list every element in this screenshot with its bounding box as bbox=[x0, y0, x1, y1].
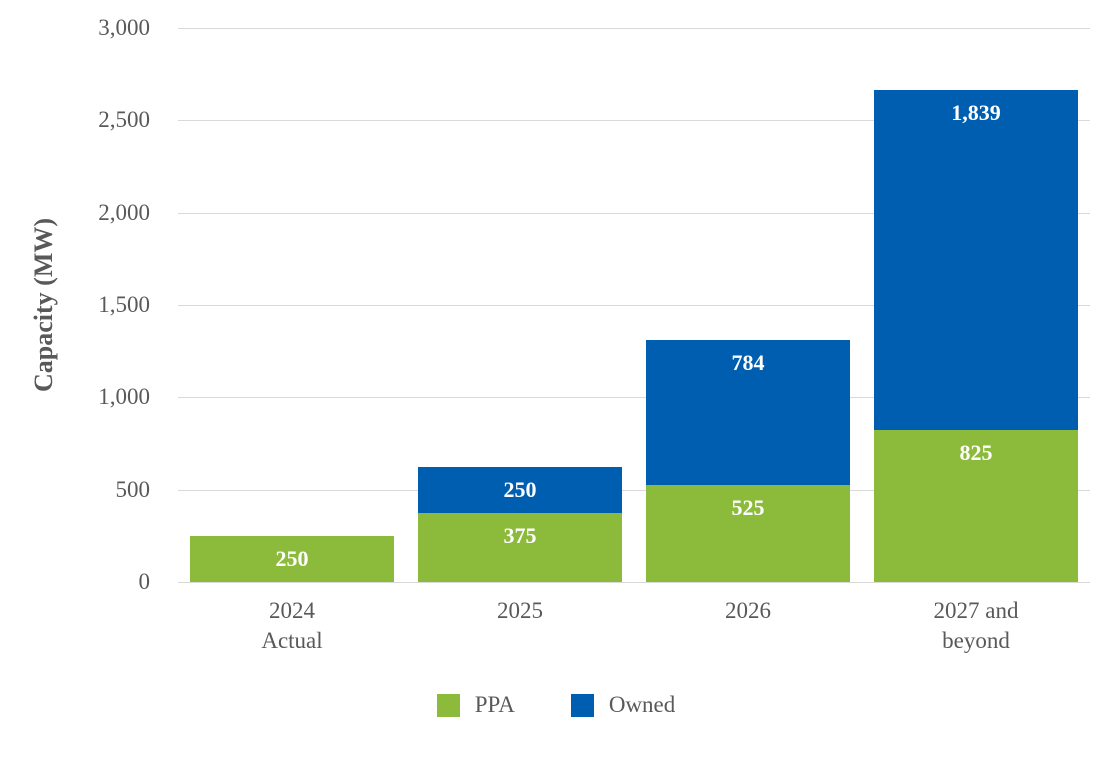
bar-segment-ppa: 375 bbox=[418, 512, 622, 582]
bar-value-label: 825 bbox=[959, 439, 993, 465]
y-tick-label: 2,000 bbox=[98, 199, 150, 225]
y-tick-label: 1,500 bbox=[98, 292, 150, 317]
bar-value-label: 1,839 bbox=[951, 100, 1001, 126]
y-tick-label: 1,000 bbox=[98, 384, 150, 410]
legend-swatch-owned bbox=[570, 693, 594, 717]
gridline bbox=[178, 212, 1090, 214]
x-tick-label-line: 2026 bbox=[725, 598, 771, 623]
y-tick-label: 0 bbox=[138, 569, 151, 594]
y-tick-label: 2,500 bbox=[98, 107, 150, 133]
bar-value-label: 250 bbox=[275, 545, 309, 571]
bar-segment-owned: 784 bbox=[646, 340, 850, 486]
legend-swatch-ppa bbox=[436, 693, 460, 717]
legend: PPA Owned bbox=[0, 692, 1112, 718]
gridline bbox=[178, 120, 1090, 122]
legend-item-ppa: PPA bbox=[436, 692, 515, 718]
bar-segment-owned: 250 bbox=[418, 466, 622, 513]
x-tick-label: 2024 Actual bbox=[261, 596, 322, 656]
bar-segment-ppa: 250 bbox=[190, 535, 394, 582]
legend-item-owned: Owned bbox=[570, 692, 676, 718]
y-tick-label: 500 bbox=[115, 476, 151, 502]
bar-value-label: 250 bbox=[503, 476, 537, 502]
x-tick-label: 2026 bbox=[725, 596, 771, 626]
x-tick-label: 2025 bbox=[497, 596, 543, 626]
bar-segment-owned: 1,839 bbox=[874, 90, 1078, 430]
x-tick-label-line: Actual bbox=[261, 628, 323, 653]
bar-value-label: 375 bbox=[503, 522, 537, 548]
x-tick-label: 2027 and beyond bbox=[908, 596, 1044, 656]
bar-segment-ppa: 525 bbox=[646, 485, 850, 582]
legend-label: PPA bbox=[474, 692, 515, 717]
x-tick-label-line: 2025 bbox=[497, 598, 543, 623]
bar-value-label: 784 bbox=[731, 350, 765, 376]
y-tick-label: 3,000 bbox=[98, 15, 150, 40]
gridline bbox=[178, 489, 1090, 491]
gridline bbox=[178, 28, 1090, 29]
bar-segment-ppa: 825 bbox=[874, 429, 1078, 582]
gridline bbox=[178, 305, 1090, 306]
gridline bbox=[178, 397, 1090, 399]
x-tick-label-line: 2027 and beyond bbox=[933, 598, 1019, 653]
bar-value-label: 525 bbox=[731, 495, 765, 521]
x-tick-label-line: 2024 bbox=[269, 598, 315, 623]
legend-label: Owned bbox=[608, 692, 676, 717]
gridline bbox=[178, 582, 1090, 583]
